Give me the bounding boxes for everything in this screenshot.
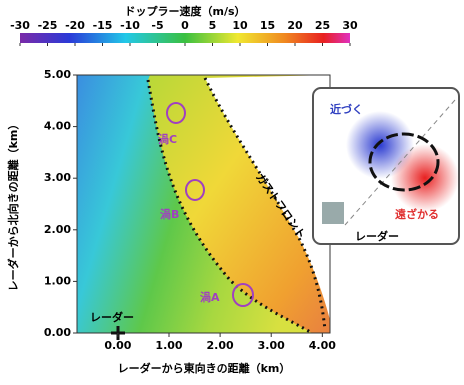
colorbar-tick-label: -15 (93, 19, 113, 32)
colorbar-tick-label: 0 (181, 19, 189, 32)
vortex-label: 渦A (200, 290, 220, 304)
y-tick-label: 0.00 (44, 326, 71, 339)
colorbar-title: ドップラー速度（m/s） (124, 4, 245, 18)
inset: 近づく 遠ざかる レーダー (313, 88, 459, 244)
x-tick-label: 1.00 (155, 339, 182, 352)
colorbar (20, 33, 350, 43)
colorbar-tick-label: 15 (260, 19, 275, 32)
approach-label: 近づく (330, 102, 363, 116)
colorbar-tick-label: -5 (151, 19, 163, 32)
y-tick-label: 5.00 (44, 68, 71, 81)
y-tick-label: 1.00 (44, 274, 71, 287)
colorbar-tick-label: 5 (209, 19, 217, 32)
colorbar-tick-label: 10 (232, 19, 248, 32)
x-tick-label: 2.00 (207, 339, 234, 352)
radar-photo (322, 202, 344, 224)
vortex-label: 渦C (158, 132, 177, 146)
colorbar-tick-label: 20 (287, 19, 303, 32)
x-tick-label: 3.00 (258, 339, 285, 352)
y-tick-label: 4.00 (44, 120, 71, 133)
figure: ドップラー速度（m/s） 渦C 渦B 渦A ガストフロント レーダー レーダーか… (0, 0, 464, 381)
y-tick-label: 2.00 (44, 223, 71, 236)
colorbar-tick-label: -25 (38, 19, 58, 32)
inset-radar-label: レーダー (355, 229, 399, 243)
y-tick-label: 3.00 (44, 171, 71, 184)
colorbar-tick-label: 25 (315, 19, 330, 32)
colorbar-tick-label: 30 (342, 19, 358, 32)
x-tick-label: 4.00 (309, 339, 336, 352)
colorbar-tick-label: -30 (10, 19, 30, 32)
colorbar-tick-label: -20 (65, 19, 85, 32)
x-tick-label: 0.00 (104, 339, 131, 352)
vortex-label: 渦B (160, 207, 179, 221)
radar-label: レーダー (90, 310, 134, 324)
x-axis-label: レーダーから東向きの距離（km） (118, 361, 291, 375)
recede-area (391, 144, 459, 212)
recede-label: 遠ざかる (395, 207, 439, 221)
y-axis-label: レーダーから北向きの距離（km） (6, 119, 20, 292)
colorbar-tick-label: -10 (120, 19, 140, 32)
